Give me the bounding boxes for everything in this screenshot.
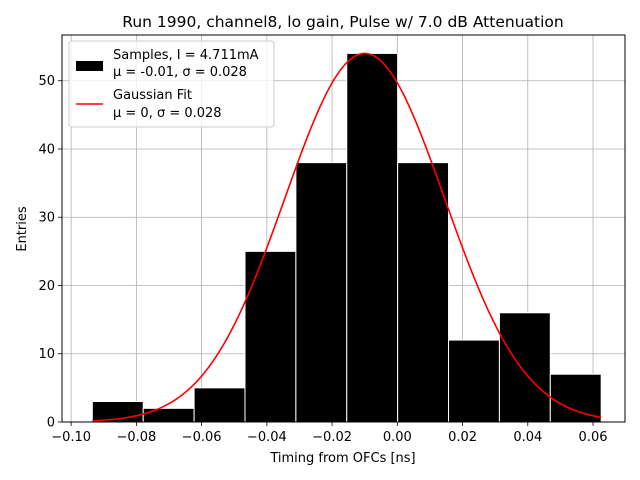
x-axis-label: Timing from OFCs [ns] <box>269 451 415 466</box>
y-tick-label: 10 <box>38 347 55 362</box>
x-tick-label: −0.10 <box>51 430 91 445</box>
y-tick-label: 50 <box>38 74 55 89</box>
y-tick-label: 30 <box>38 211 55 226</box>
chart-title: Run 1990, channel8, lo gain, Pulse w/ 7.… <box>122 13 563 31</box>
legend-fit-stats: μ = 0, σ = 0.028 <box>113 106 222 121</box>
y-axis-label: Entries <box>15 206 30 252</box>
y-axis-ticks: 0 10 20 30 40 50 <box>38 74 62 431</box>
y-tick-label: 0 <box>47 416 55 431</box>
histogram-bars <box>91 52 602 423</box>
legend-fit-label: Gaussian Fit <box>113 88 192 103</box>
x-tick-label: 0.06 <box>579 430 608 445</box>
y-tick-label: 20 <box>38 279 55 294</box>
legend: Samples, I = 4.711mA μ = -0.01, σ = 0.02… <box>68 40 275 128</box>
x-tick-label: −0.08 <box>116 430 156 445</box>
legend-histogram-label: Samples, I = 4.711mA <box>113 48 259 63</box>
histogram-bar <box>193 387 246 423</box>
histogram-bar <box>397 162 450 423</box>
gaussian-fit-line <box>92 52 602 422</box>
plot-frame <box>61 34 626 423</box>
x-tick-label: 0.04 <box>513 430 542 445</box>
histogram-bar <box>244 250 297 423</box>
x-tick-label: −0.04 <box>247 430 287 445</box>
x-tick-label: 0.02 <box>448 430 477 445</box>
x-axis-ticks: −0.10 −0.08 −0.06 −0.04 −0.02 0.00 0.02 0.04 0.0… <box>51 422 608 445</box>
histogram-bar <box>142 407 195 423</box>
legend-box <box>68 40 275 128</box>
histogram-bar <box>549 373 602 423</box>
x-tick-label: −0.02 <box>312 430 352 445</box>
histogram-bar <box>498 312 551 423</box>
histogram-bar <box>346 52 399 423</box>
histogram-bar <box>448 339 500 423</box>
legend-histogram-stats: μ = -0.01, σ = 0.028 <box>113 65 247 80</box>
legend-histogram-swatch <box>76 61 103 71</box>
y-tick-label: 40 <box>38 142 55 157</box>
x-tick-label: 0.00 <box>383 430 412 445</box>
histogram-bar <box>295 162 348 423</box>
x-tick-label: −0.06 <box>182 430 222 445</box>
